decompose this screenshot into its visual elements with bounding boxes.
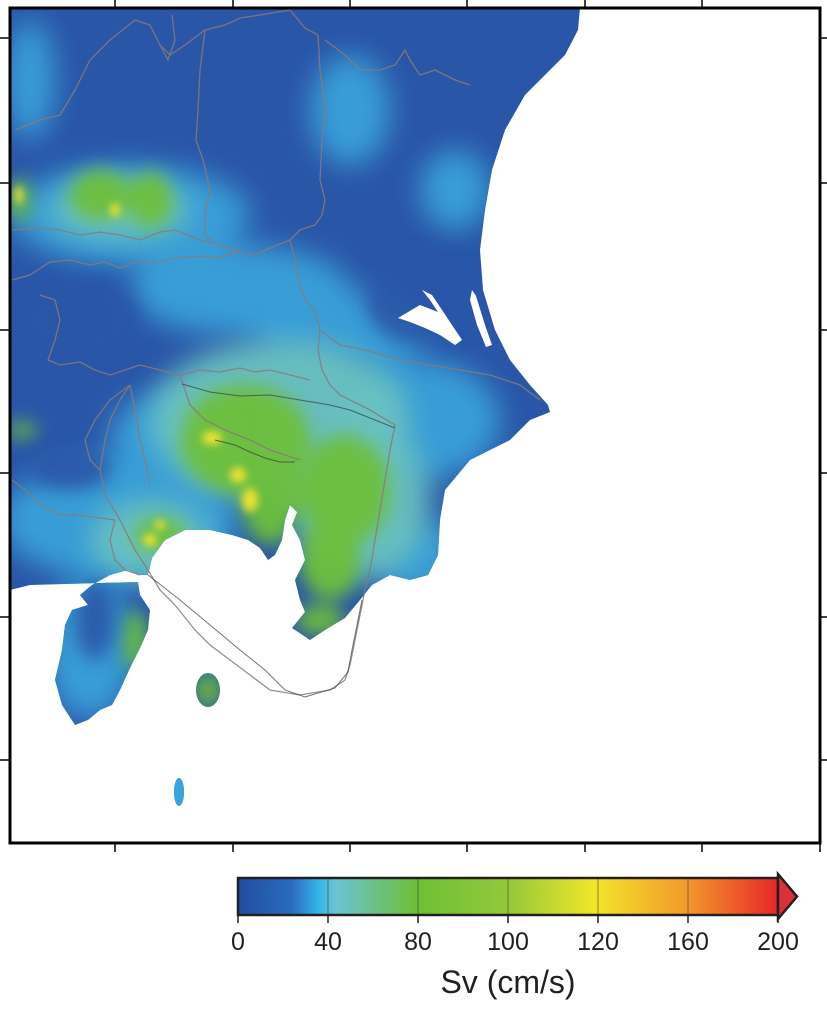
colorbar-tick-label: 160 [667,928,709,956]
right-axis-ticks [820,37,827,761]
colorbar-tick-label: 120 [577,928,619,956]
colorbar-legend: 0 40 80 100 120 160 200 Sv (cm/s) [0,860,827,1024]
prefecture-boundaries [11,9,541,696]
colorbar-extend-arrow [776,870,799,923]
colorbar-title: Sv (cm/s) [440,964,576,1000]
left-axis-ticks [0,37,10,761]
colorbar-tick-label: 40 [314,928,342,956]
colorbar-tick-label: 200 [757,928,799,956]
map-frame [8,6,822,845]
sv-distribution-map [0,0,827,852]
colorbar-tick-label: 80 [404,928,432,956]
colorbar-dividers [327,879,689,914]
colorbar-graphic [236,870,799,923]
map-figure [0,0,827,852]
colorbar-tick-label: 0 [231,928,245,956]
colorbar-tick-label: 100 [487,928,529,956]
colorbar-ticks [237,915,779,923]
top-axis-ticks [114,0,703,8]
bottom-axis-ticks [114,843,821,852]
coastline [147,383,396,698]
land-color-field [10,8,580,806]
